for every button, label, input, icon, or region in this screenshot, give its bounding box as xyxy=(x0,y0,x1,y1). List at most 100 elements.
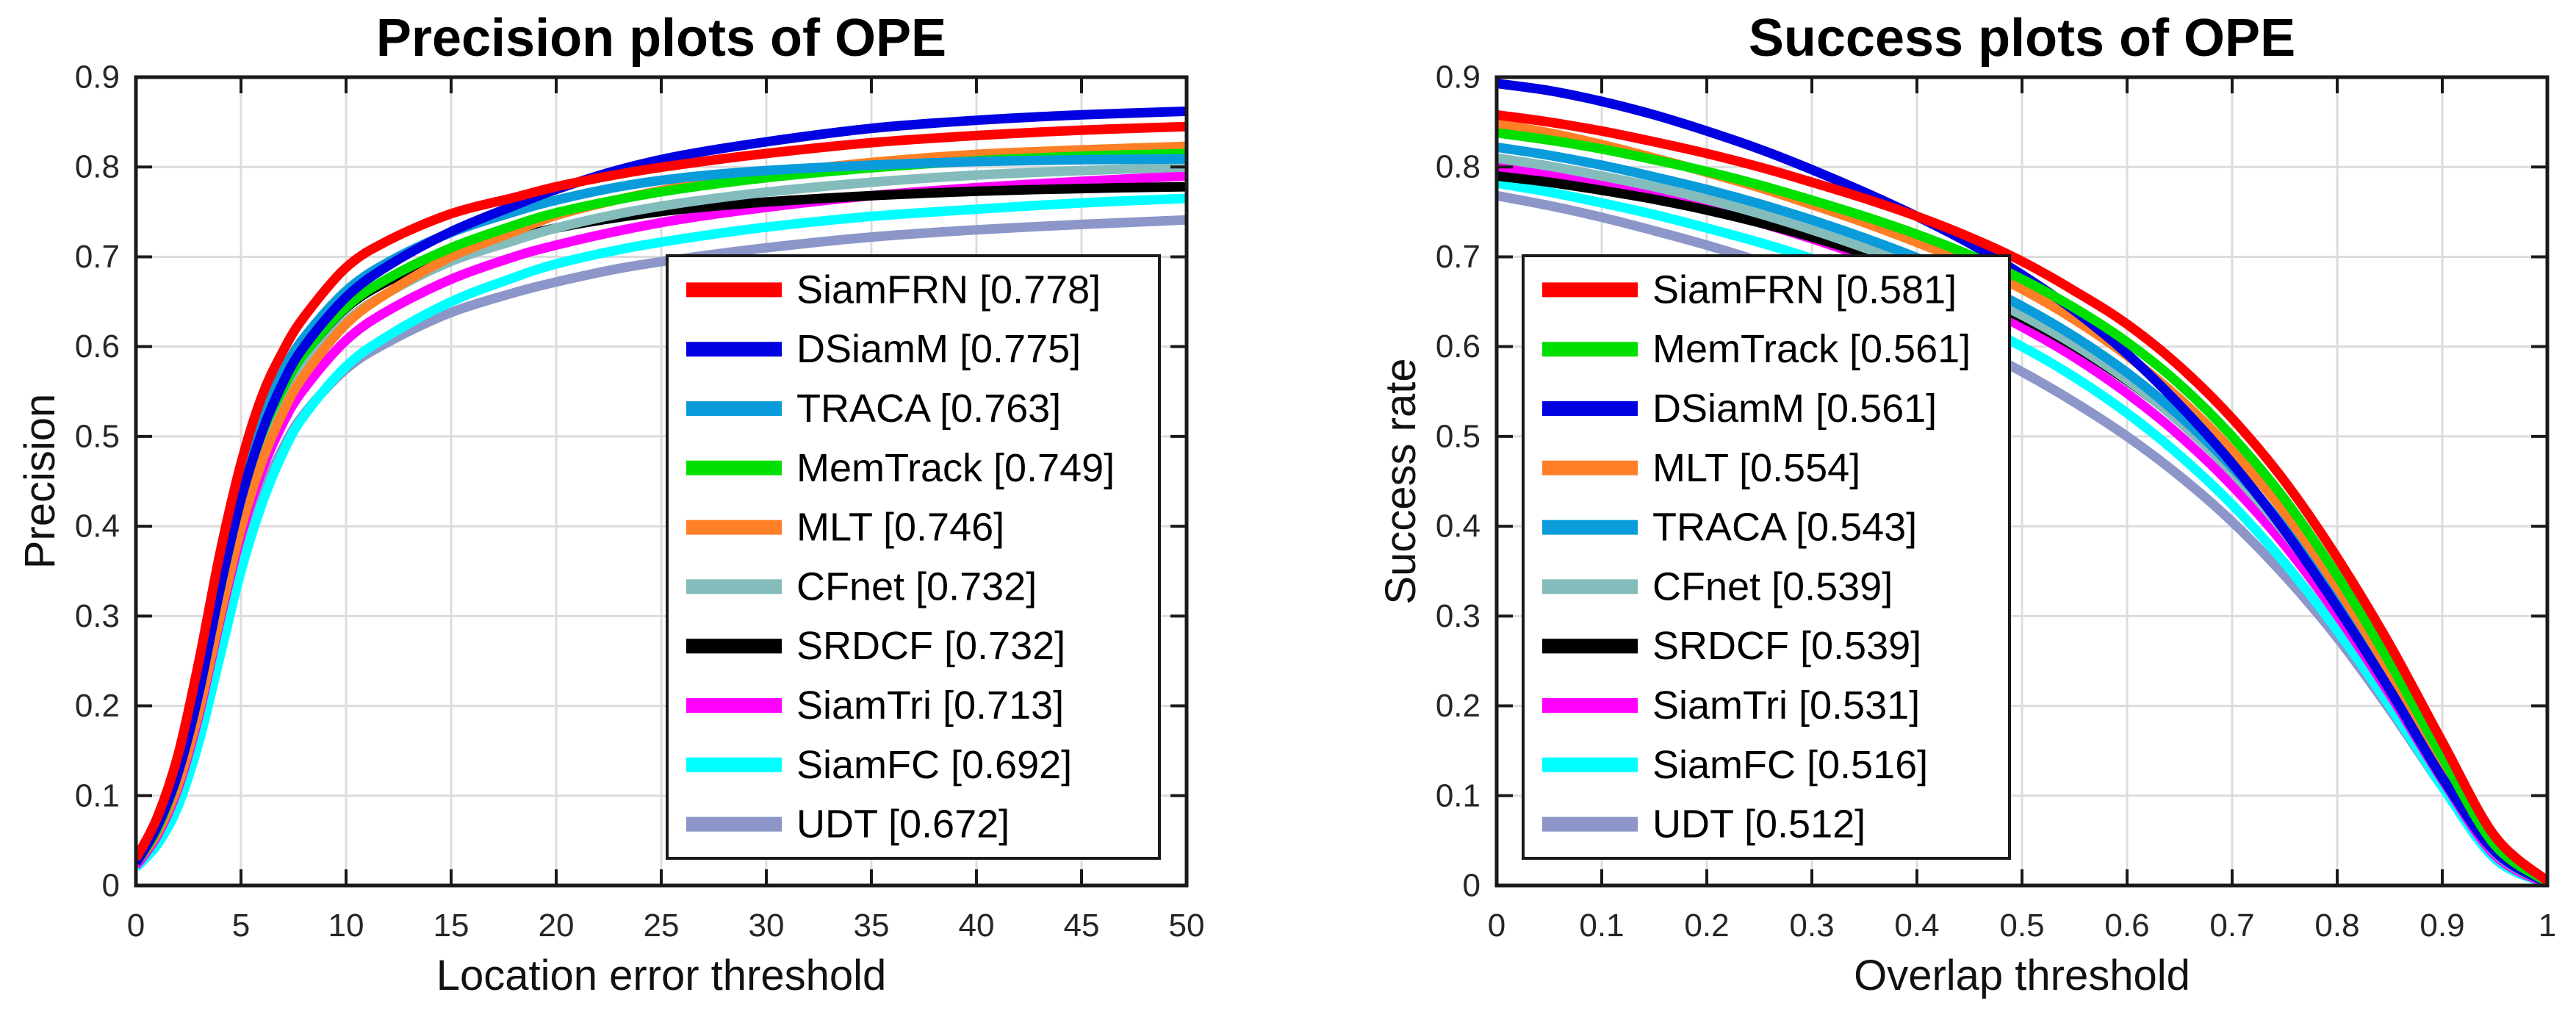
x-tick-label: 50 xyxy=(1169,908,1205,944)
success-ope-curves xyxy=(1497,79,2547,885)
legend-item-SiamFC: SiamFC [0.692] xyxy=(686,743,1072,787)
precision-ope-tick-marks xyxy=(134,76,1188,887)
x-tick-label: 40 xyxy=(959,908,995,944)
x-tick-label: 0 xyxy=(127,908,145,944)
legend-item-SiamTri: SiamTri [0.713] xyxy=(686,683,1064,728)
legend-item-UDT: UDT [0.512] xyxy=(1542,802,1866,847)
y-tick-label: 0.2 xyxy=(1436,688,1481,724)
x-tick-label: 5 xyxy=(232,908,250,944)
curve-SiamFRN xyxy=(1497,109,2547,885)
success-ope-tick-labels: 0 0.1 0.2 0.3 0.4 0.5 0.6 0.7 0.8 0.9 1 0 0.1 0.2 0.3 0… xyxy=(1436,60,2556,944)
legend-label: CFnet [0.732] xyxy=(796,564,1037,608)
y-tick-label: 0.4 xyxy=(75,509,120,545)
precision-ope-chart: 0 5 10 15 20 25 30 35 40 45 50 0 0.1 0.2 0.3 0.4 0.5 0.6 0… xyxy=(75,60,1205,944)
x-tick-label: 0.9 xyxy=(2420,908,2464,944)
x-tick-label: 0 xyxy=(1488,908,1505,944)
curve-SiamFC xyxy=(1497,178,2547,885)
legend-label: SiamFC [0.516] xyxy=(1652,743,1928,787)
legend-label: MLT [0.746] xyxy=(796,506,1004,550)
legend-item-MemTrack: MemTrack [0.561] xyxy=(1542,327,1971,371)
success-chart-title: Success plots of OPE xyxy=(1748,9,2296,68)
x-tick-label: 0.2 xyxy=(1684,908,1729,944)
y-tick-label: 0.6 xyxy=(75,328,120,364)
legend-label: SRDCF [0.539] xyxy=(1652,624,1921,668)
x-tick-label: 0.5 xyxy=(1999,908,2044,944)
y-tick-label: 0.8 xyxy=(1436,149,1481,185)
y-tick-label: 0.6 xyxy=(1436,328,1481,364)
precision-x-axis-label: Location error threshold xyxy=(436,952,887,999)
legend-label: SiamFC [0.692] xyxy=(796,743,1072,787)
precision-ope-legend: SiamFRN [0.778] DSiamM [0.775] TRACA [0.76… xyxy=(666,254,1161,860)
y-tick-label: 0.3 xyxy=(1436,598,1481,634)
x-tick-label: 0.3 xyxy=(1789,908,1834,944)
success-y-axis-label: Success rate xyxy=(1377,358,1425,605)
curve-MemTrack xyxy=(1497,128,2547,885)
legend-item-SiamFRN: SiamFRN [0.778] xyxy=(686,267,1101,312)
x-tick-label: 45 xyxy=(1064,908,1100,944)
legend-label: UDT [0.672] xyxy=(796,802,1010,847)
x-tick-label: 0.8 xyxy=(2314,908,2359,944)
x-tick-label: 1 xyxy=(2539,908,2556,944)
legend-item-SRDCF: SRDCF [0.539] xyxy=(1542,624,1921,668)
y-tick-label: 0.2 xyxy=(75,688,120,724)
x-tick-label: 0.6 xyxy=(2104,908,2149,944)
y-tick-label: 0.3 xyxy=(75,598,120,634)
legend-label: SRDCF [0.732] xyxy=(796,624,1065,668)
y-tick-label: 0.7 xyxy=(1436,239,1481,275)
x-tick-label: 25 xyxy=(644,908,680,944)
legend-item-SiamFRN: SiamFRN [0.581] xyxy=(1542,267,1957,312)
legend-label: SiamTri [0.713] xyxy=(796,683,1064,728)
y-tick-label: 0.5 xyxy=(1436,418,1481,454)
success-x-axis-label: Overlap threshold xyxy=(1854,952,2190,999)
legend-label: SiamTri [0.531] xyxy=(1652,683,1920,728)
x-tick-label: 0.4 xyxy=(1894,908,1939,944)
x-tick-label: 0.1 xyxy=(1579,908,1624,944)
precision-ope-tick-labels: 0 5 10 15 20 25 30 35 40 45 50 0 0.1 0.2 0.3 0.4 0.5 0.6 0… xyxy=(75,60,1205,944)
legend-label: MemTrack [0.749] xyxy=(796,446,1115,490)
legend-item-UDT: UDT [0.672] xyxy=(686,802,1010,847)
legend-item-TRACA: TRACA [0.543] xyxy=(1542,506,1917,550)
y-tick-label: 0.7 xyxy=(75,239,120,275)
x-tick-label: 15 xyxy=(433,908,469,944)
legend-item-DSiamM: DSiamM [0.561] xyxy=(1542,387,1937,431)
legend-label: MemTrack [0.561] xyxy=(1652,327,1971,371)
curve-DSiamM xyxy=(136,106,1187,866)
legend-label: DSiamM [0.561] xyxy=(1652,387,1937,431)
x-tick-label: 0.7 xyxy=(2209,908,2254,944)
y-tick-label: 0.9 xyxy=(1436,60,1481,96)
success-ope-legend: SiamFRN [0.581] MemTrack [0.561] DSiamM [0… xyxy=(1522,254,2011,860)
precision-y-axis-label: Precision xyxy=(16,393,64,570)
legend-label: MLT [0.554] xyxy=(1652,446,1860,490)
y-tick-label: 0 xyxy=(102,868,120,904)
x-tick-label: 10 xyxy=(328,908,364,944)
legend-item-SiamTri: SiamTri [0.531] xyxy=(1542,683,1920,728)
legend-label: TRACA [0.543] xyxy=(1652,506,1917,550)
y-tick-label: 0.1 xyxy=(75,777,120,813)
legend-item-MemTrack: MemTrack [0.749] xyxy=(686,446,1115,490)
success-ope-chart: 0 0.1 0.2 0.3 0.4 0.5 0.6 0.7 0.8 0.9 1 0 0.1 0.2 0.3 0… xyxy=(1436,60,2556,944)
legend-label: UDT [0.512] xyxy=(1652,802,1866,847)
precision-ope-curves xyxy=(136,106,1187,872)
y-tick-label: 0 xyxy=(1463,868,1481,904)
legend-label: TRACA [0.763] xyxy=(796,387,1061,431)
success-ope-tick-marks xyxy=(1495,76,2549,887)
curve-SiamFRN xyxy=(136,121,1187,861)
legend-item-SRDCF: SRDCF [0.732] xyxy=(686,624,1065,668)
legend-label: DSiamM [0.775] xyxy=(796,327,1081,371)
y-tick-label: 0.4 xyxy=(1436,509,1481,545)
y-tick-label: 0.8 xyxy=(75,149,120,185)
legend-label: SiamFRN [0.778] xyxy=(796,267,1101,312)
precision-chart-title: Precision plots of OPE xyxy=(375,9,947,68)
x-tick-label: 35 xyxy=(854,908,890,944)
x-tick-label: 20 xyxy=(539,908,575,944)
legend-item-MLT: MLT [0.746] xyxy=(686,506,1004,550)
legend-label: CFnet [0.539] xyxy=(1652,564,1893,608)
y-tick-label: 0.1 xyxy=(1436,777,1481,813)
x-tick-label: 30 xyxy=(749,908,785,944)
legend-item-MLT: MLT [0.554] xyxy=(1542,446,1860,490)
legend-label: SiamFRN [0.581] xyxy=(1652,267,1957,312)
legend-item-CFnet: CFnet [0.732] xyxy=(686,564,1037,608)
y-tick-label: 0.5 xyxy=(75,418,120,454)
